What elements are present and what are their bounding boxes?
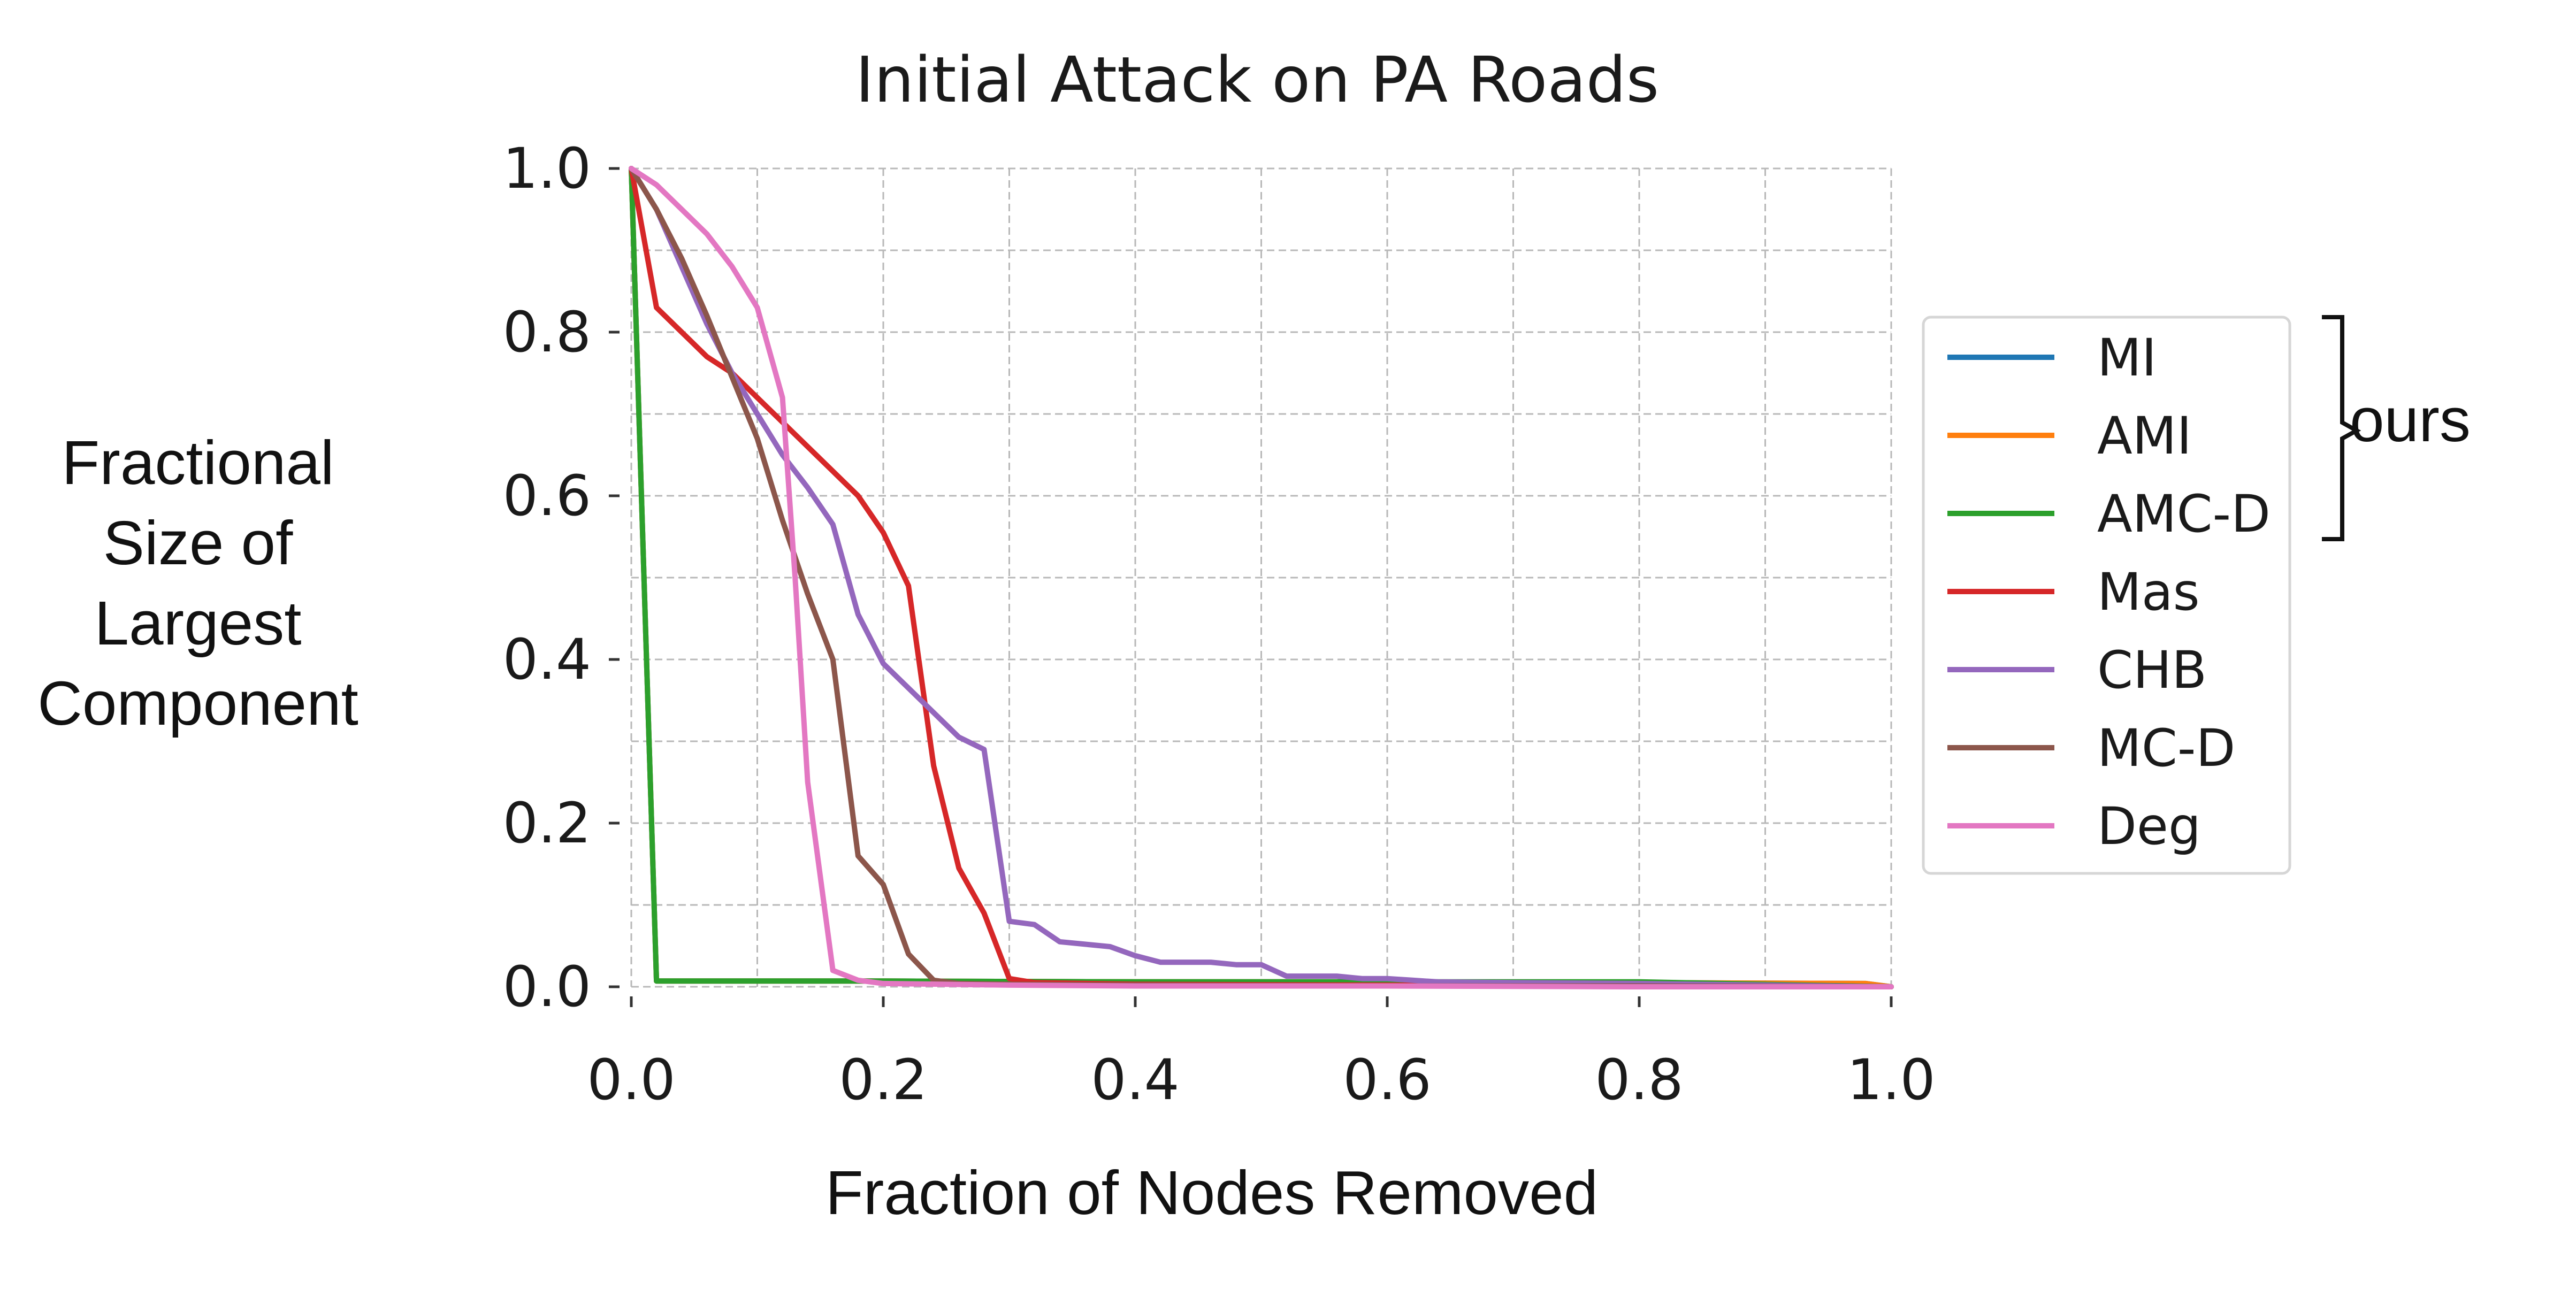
x-tick-label: 0.2 bbox=[839, 1047, 927, 1112]
x-tick-label: 1.0 bbox=[1847, 1047, 1935, 1112]
y-tick-label: 0.2 bbox=[503, 790, 591, 856]
series-line-chb bbox=[629, 166, 1894, 989]
x-tick-label: 0.0 bbox=[587, 1047, 675, 1112]
y-axis-label-line: Fractional bbox=[62, 428, 334, 497]
x-tick-label: 0.4 bbox=[1091, 1047, 1179, 1112]
legend-label-mas: Mas bbox=[2097, 562, 2200, 622]
bracket-shape bbox=[2322, 315, 2361, 541]
y-tick-label: 0.0 bbox=[503, 954, 591, 1019]
legend-box bbox=[1922, 316, 2291, 875]
y-axis-label-line: Component bbox=[37, 669, 358, 738]
legend-label-ami: AMI bbox=[2097, 406, 2192, 466]
y-tick-label: 0.4 bbox=[503, 627, 591, 692]
x-tick-label: 0.6 bbox=[1343, 1047, 1431, 1112]
legend-label-chb: CHB bbox=[2097, 640, 2207, 700]
legend-label-mc-d: MC-D bbox=[2097, 718, 2235, 778]
axes: 0.0 0.2 0.4 0.6 0.8 1.0 0.0 0.2 0.4 0.6 0.8 1.0 bbox=[503, 136, 1936, 1112]
y-axis-label-line: Largest bbox=[95, 588, 302, 658]
series-lines bbox=[629, 166, 1894, 989]
y-axis-label: Fractional Size of Largest Component bbox=[37, 428, 358, 738]
x-axis-label: Fraction of Nodes Removed bbox=[825, 1158, 1598, 1227]
y-tick-label: 0.6 bbox=[503, 463, 591, 528]
legend: MI AMI AMC-D Mas CHB MC-D Deg bbox=[1922, 316, 2291, 875]
bracket-label: ours bbox=[2350, 385, 2471, 455]
ours-bracket: ours bbox=[2322, 315, 2471, 541]
y-axis-label-line: Size of bbox=[103, 508, 293, 578]
series-line-deg bbox=[629, 166, 1894, 989]
chart-title: Initial Attack on PA Roads bbox=[855, 43, 1659, 117]
legend-label-amc-d: AMC-D bbox=[2097, 484, 2271, 544]
legend-label-deg: Deg bbox=[2097, 796, 2201, 856]
x-tick-label: 0.8 bbox=[1595, 1047, 1683, 1112]
y-tick-label: 0.8 bbox=[503, 300, 591, 365]
legend-label-mi: MI bbox=[2097, 328, 2157, 388]
y-tick-label: 1.0 bbox=[503, 136, 591, 201]
